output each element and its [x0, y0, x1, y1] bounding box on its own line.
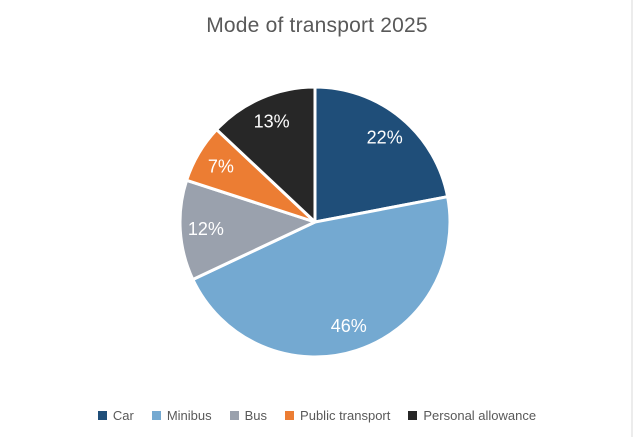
legend-item-personal-allowance: Personal allowance	[408, 408, 536, 423]
chart-title: Mode of transport 2025	[206, 14, 428, 37]
slice-label-public-transport: 7%	[208, 156, 234, 176]
legend-color-swatch	[151, 411, 161, 420]
legend-item-minibus: Minibus	[151, 408, 212, 423]
pie-slice-personal-allowance	[215, 85, 317, 224]
legend-label: Bus	[244, 408, 268, 423]
slice-label-personal-allowance: 13%	[254, 112, 290, 132]
legend-color-swatch	[97, 411, 107, 420]
slice-label-bus: 12%	[188, 219, 224, 239]
legend-color-swatch	[285, 411, 295, 420]
legend-label: Personal allowance	[423, 408, 537, 423]
legend-color-swatch	[408, 411, 418, 420]
legend-item-bus: Bus	[229, 408, 268, 423]
legend-item-car: Car	[97, 408, 134, 423]
pie-slice-bus	[178, 178, 317, 281]
legend-item-public-transport: Public transport	[285, 408, 390, 423]
legend-label: Car	[112, 408, 134, 423]
right-edge-border	[631, 0, 633, 437]
legend: Car Minibus Bus Public transport Personal al…	[0, 408, 634, 423]
legend-label: Minibus	[166, 408, 212, 423]
slice-label-car: 22%	[367, 128, 403, 148]
pie-slice-car	[313, 85, 450, 224]
slice-label-minibus: 46%	[331, 316, 367, 336]
legend-color-swatch	[229, 411, 239, 420]
legend-label: Public transport	[300, 408, 391, 423]
pie-slice-minibus	[191, 195, 452, 359]
